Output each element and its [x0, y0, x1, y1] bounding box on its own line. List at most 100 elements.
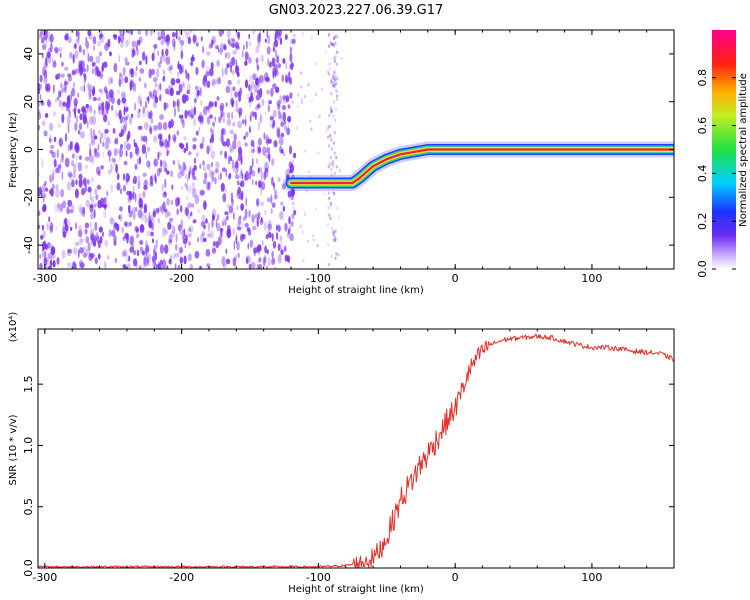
heatmap-noise-speck [55, 74, 59, 80]
heatmap-noise-speck [277, 30, 282, 37]
heatmap-noise-speck [104, 140, 110, 150]
heatmap-noise-speck [75, 155, 78, 160]
heatmap-noise-speck [244, 173, 247, 181]
heatmap-noise-speck [88, 88, 92, 98]
heatmap-noise-speck [312, 238, 315, 242]
heatmap-noise-speck [199, 265, 203, 269]
heatmap-noise-speck [140, 100, 142, 108]
heatmap-noise-speck [48, 174, 52, 183]
heatmap-noise-speck [288, 161, 293, 169]
heatmap-noise-speck [230, 37, 233, 42]
heatmap-noise-speck [327, 191, 330, 195]
heatmap-noise-speck [78, 229, 83, 238]
heatmap-noise-speck [291, 100, 294, 104]
heatmap-noise-speck [188, 233, 192, 238]
heatmap-noise-speck [210, 62, 214, 71]
heatmap-noise-speck [82, 48, 86, 56]
heatmap-noise-speck [135, 147, 140, 157]
heatmap-noise-speck [90, 140, 96, 146]
heatmap-noise-speck [188, 214, 190, 220]
heatmap-noise-speck [95, 194, 99, 200]
heatmap-noise-speck [248, 263, 252, 269]
heatmap-noise-speck [222, 263, 228, 269]
heatmap-noise-speck [124, 57, 128, 63]
heatmap-noise-speck [227, 30, 231, 39]
heatmap-noise-speck [271, 202, 276, 208]
heatmap-noise-speck [282, 111, 287, 122]
heatmap-noise-speck [75, 179, 78, 186]
heatmap-noise-speck [270, 208, 273, 214]
heatmap-noise-speck [191, 203, 194, 208]
heatmap-noise-speck [184, 173, 189, 180]
heatmap-noise-speck [141, 109, 146, 118]
heatmap-noise-speck [192, 188, 197, 199]
heatmap-noise-speck [158, 167, 162, 174]
heatmap-noise-speck [176, 98, 180, 108]
heatmap-noise-speck [201, 59, 205, 69]
heatmap-noise-speck [173, 252, 176, 260]
heatmap-noise-speck [121, 97, 127, 104]
heatmap-noise-speck [138, 156, 142, 165]
heatmap-noise-speck [116, 137, 119, 145]
heatmap-noise-speck [225, 169, 228, 178]
heatmap-noise-speck [302, 259, 305, 263]
heatmap-noise-speck [255, 45, 260, 54]
heatmap-noise-speck [267, 223, 273, 231]
heatmap-noise-speck [197, 209, 201, 214]
heatmap-noise-speck [62, 101, 67, 107]
heatmap-noise-speck [156, 209, 160, 215]
heatmap-noise-speck [157, 263, 162, 269]
heatmap-noise-speck [104, 239, 109, 247]
heatmap-noise-speck [182, 161, 186, 171]
heatmap-noise-speck [285, 74, 288, 84]
heatmap-noise-speck [194, 251, 200, 259]
heatmap-noise-speck [251, 81, 255, 90]
heatmap-noise-speck [192, 176, 197, 181]
heatmap-noise-speck [77, 249, 80, 258]
heatmap-noise-speck [225, 248, 228, 254]
heatmap-noise-speck [38, 83, 43, 90]
heatmap-noise-speck [40, 30, 45, 40]
heatmap-noise-speck [285, 169, 290, 180]
colorbar-ticks: 0.0 0.2 0.4 0.6 0.8 [696, 69, 736, 278]
heatmap-noise-speck [279, 235, 283, 242]
heatmap-noise-speck [116, 148, 122, 155]
heatmap-noise-speck [43, 76, 48, 84]
heatmap-noise-speck [214, 100, 218, 108]
heatmap-noise-speck [150, 94, 156, 100]
heatmap-noise-speck [72, 54, 75, 64]
heatmap-noise-speck [86, 44, 89, 54]
heatmap-noise-speck [168, 239, 173, 244]
heatmap-noise-speck [177, 224, 182, 232]
heatmap-noise-speck [327, 262, 330, 266]
heatmap-noise-speck [248, 97, 251, 104]
heatmap-noise-speck [98, 88, 103, 93]
heatmap-noise-speck [200, 142, 204, 148]
heatmap-noise-speck [50, 174, 53, 184]
heatmap-noise-speck [151, 222, 155, 231]
heatmap-noise-speck [255, 57, 259, 64]
heatmap-noise-speck [187, 36, 191, 45]
heatmap-noise-speck [277, 176, 281, 183]
heatmap-noise-speck [307, 170, 310, 174]
heatmap-noise-speck [154, 96, 159, 104]
heatmap-noise-speck [42, 246, 45, 251]
heatmap-noise-speck [237, 120, 243, 129]
heatmap-noise-speck [125, 172, 130, 183]
heatmap-noise-speck [248, 74, 253, 83]
heatmap-noise-speck [241, 172, 244, 180]
heatmap-noise-speck [137, 175, 140, 180]
heatmap-noise-speck [38, 224, 41, 229]
heatmap-noise-speck [257, 102, 261, 108]
heatmap-noise-speck [211, 175, 215, 182]
heatmap-noise-speck [142, 51, 146, 61]
heatmap-noise-speck [143, 203, 148, 214]
heatmap-noise-speck [241, 50, 244, 58]
heatmap-noise-speck [221, 128, 226, 136]
heatmap-noise-speck [334, 239, 336, 242]
heatmap-noise-speck [189, 263, 194, 269]
heatmap-noise-speck [108, 89, 114, 98]
heatmap-noise-speck [231, 56, 236, 66]
heatmap-noise-speck [330, 80, 333, 84]
heatmap-noise-speck [269, 61, 272, 68]
